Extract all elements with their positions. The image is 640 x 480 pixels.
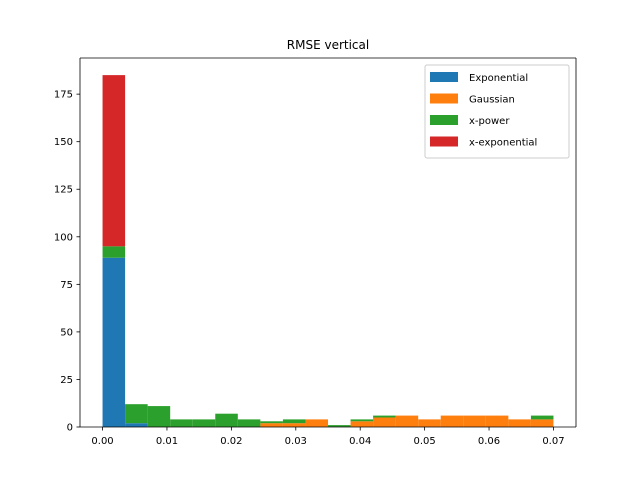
x-tick-label: 0.06	[478, 436, 500, 447]
histogram-bar	[350, 419, 374, 422]
histogram-bar	[192, 419, 216, 427]
histogram-bar	[530, 419, 554, 427]
histogram-bar	[508, 419, 531, 427]
histogram-bar	[125, 423, 148, 427]
histogram-bar	[305, 419, 328, 427]
x-tick-label: 0.00	[91, 436, 113, 447]
x-tick-label: 0.07	[542, 436, 564, 447]
series-exponential	[102, 257, 148, 427]
series-x-power	[102, 246, 554, 427]
legend-entry: Gaussian	[430, 93, 515, 106]
histogram-bar	[102, 75, 126, 247]
series-gaussian	[260, 415, 554, 427]
legend-swatch	[430, 72, 458, 82]
histogram-bar	[328, 425, 351, 427]
y-tick-label: 0	[67, 423, 73, 434]
histogram-bar	[373, 417, 396, 427]
ticks-layer: 0.00 0.01 0.02 0.03 0.04 0.05 0.06 0.07 0 25 50 75 1…	[54, 90, 565, 447]
y-tick-label: 125	[54, 185, 73, 196]
y-tick-label: 150	[54, 137, 73, 148]
histogram-bar	[260, 423, 283, 427]
histogram-bar	[418, 419, 441, 427]
legend-swatch	[430, 136, 458, 147]
x-tick-label: 0.02	[220, 436, 242, 447]
histogram-bar	[102, 257, 126, 427]
histogram-bar	[125, 404, 148, 424]
legend: Exponential Gaussian x-power x-exponential	[424, 64, 570, 159]
histogram-bar	[282, 419, 306, 424]
histogram-bar	[530, 415, 554, 420]
legend-label: x-power	[469, 116, 510, 127]
x-tick-label: 0.01	[156, 436, 178, 447]
legend-label: x-exponential	[469, 138, 537, 149]
y-tick-label: 175	[54, 90, 73, 101]
legend-entry: x-exponential	[430, 136, 537, 149]
series-x-exponential	[102, 75, 126, 247]
histogram-bar	[373, 415, 396, 418]
y-tick-label: 50	[60, 327, 73, 338]
histogram-bar	[395, 415, 419, 427]
x-tick-label: 0.04	[349, 436, 371, 447]
histogram-bar	[440, 415, 464, 427]
x-tick-label: 0.03	[285, 436, 307, 447]
legend-frame	[424, 64, 570, 159]
legend-label: Exponential	[469, 73, 528, 84]
histogram-bar	[260, 421, 283, 424]
legend-swatch	[430, 93, 458, 104]
histogram-bar	[215, 413, 238, 427]
y-tick-label: 25	[60, 375, 73, 386]
x-tick-label: 0.05	[413, 436, 435, 447]
histogram-bar	[282, 423, 306, 427]
histogram-bar	[350, 421, 374, 427]
legend-label: Gaussian	[469, 95, 515, 106]
legend-entry: Exponential	[430, 72, 528, 84]
histogram-bar	[147, 406, 171, 427]
histogram-bar	[102, 246, 126, 258]
legend-entry: x-power	[430, 115, 510, 127]
histogram-bar	[170, 419, 193, 427]
histogram-bar	[485, 415, 509, 427]
axes-layer	[79, 57, 577, 428]
histogram-bar	[463, 415, 486, 427]
legend-swatch	[430, 115, 458, 125]
histogram-bar	[237, 419, 261, 427]
chart-title: RMSE vertical	[287, 38, 369, 52]
y-tick-label: 100	[54, 232, 73, 243]
y-tick-label: 75	[60, 280, 73, 291]
bars-layer	[102, 75, 554, 427]
